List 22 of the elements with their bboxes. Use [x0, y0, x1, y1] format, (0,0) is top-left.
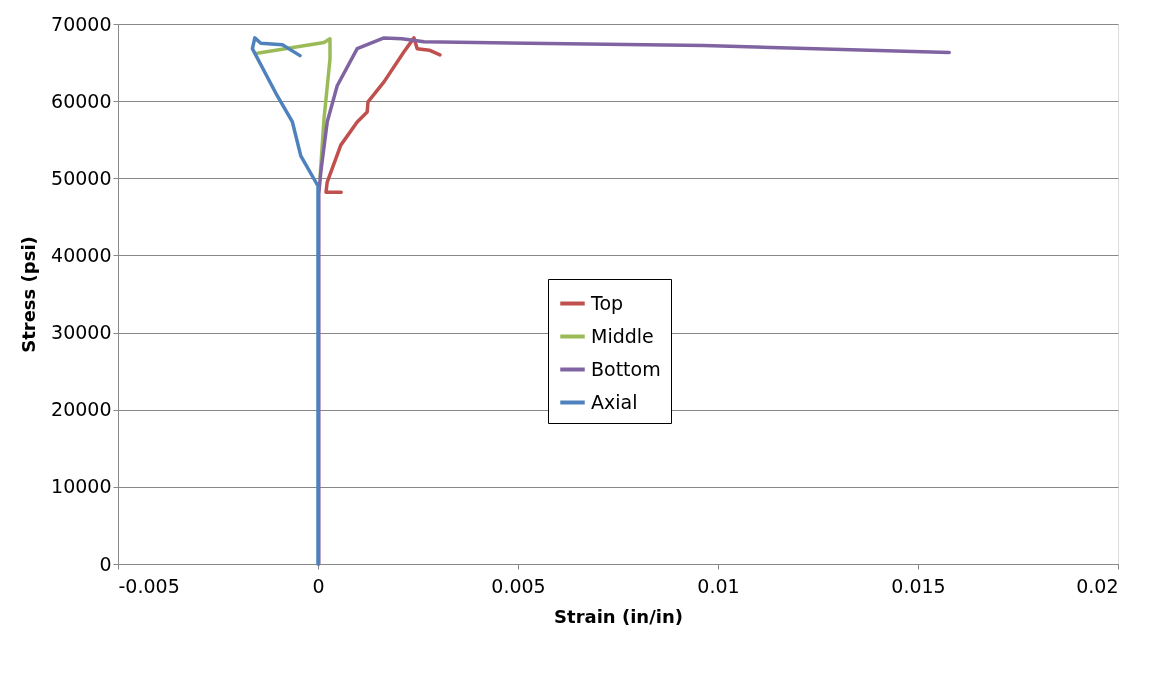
legend-label: Bottom [591, 357, 661, 380]
x-tick-label: 0 [312, 574, 325, 597]
legend-label: Axial [591, 390, 638, 413]
x-tick-label: 0.01 [697, 574, 740, 597]
line-series [250, 36, 320, 566]
x-tick-label: 0.02 [1076, 574, 1119, 597]
y-tick-label: 30000 [51, 321, 112, 344]
y-tick-label: 40000 [51, 243, 112, 266]
y-tick-label: 70000 [51, 12, 112, 35]
line-series [324, 36, 442, 194]
y-tick-label: 20000 [51, 398, 112, 421]
legend-label: Top [590, 291, 624, 314]
legend-label: Middle [591, 324, 654, 347]
x-tick-label: -0.005 [118, 574, 180, 597]
y-tick-label: 60000 [51, 89, 112, 112]
y-axis-title: Stress (psi) [18, 236, 40, 353]
y-tick-label: 0 [99, 552, 112, 575]
x-axis-title: Strain (in/in) [554, 605, 683, 627]
y-tick-label: 10000 [51, 475, 112, 498]
x-tick-label: 0.015 [891, 574, 946, 597]
y-tick-label: 50000 [51, 166, 112, 189]
x-tick-label: 0.005 [491, 574, 546, 597]
